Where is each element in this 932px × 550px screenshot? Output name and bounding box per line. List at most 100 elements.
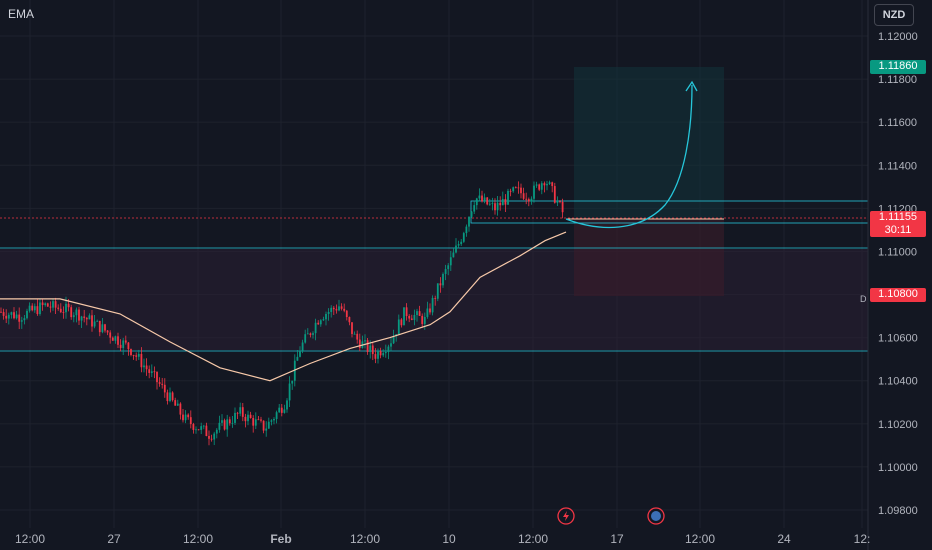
candle-body	[431, 298, 434, 313]
candle-body	[244, 416, 247, 422]
x-tick-label: 12:00	[350, 532, 380, 546]
candle-body	[124, 340, 127, 343]
candle-body	[26, 310, 28, 319]
candle-body	[426, 308, 429, 317]
candle-body	[91, 315, 93, 327]
y-tick-label: 1.10000	[878, 462, 918, 474]
candle-body	[343, 308, 346, 311]
candle-body	[101, 324, 104, 333]
candle-body	[7, 314, 10, 319]
candle-body	[306, 333, 309, 335]
currency-button[interactable]: NZD	[874, 4, 914, 26]
y-tick-label: 1.10600	[878, 333, 918, 345]
candle-body	[28, 305, 31, 311]
candle-body	[46, 303, 49, 307]
candle-body	[106, 330, 109, 333]
candle-body	[340, 306, 343, 309]
arrow-head-icon	[685, 80, 698, 92]
candle-body	[322, 319, 325, 321]
candle-body	[439, 283, 442, 286]
candle-body	[218, 422, 221, 430]
candle-body	[314, 322, 317, 334]
candle-body	[23, 318, 26, 321]
current-price-value: 1.11155	[878, 211, 918, 223]
candle-body	[390, 343, 392, 347]
candle-body	[403, 307, 405, 326]
candle-body	[171, 392, 174, 401]
x-tick-label: 12:00	[518, 532, 548, 546]
time-axis[interactable]: 12:00 27 12:00 Feb 12:00 10 12:00 17 12:00 24 12:	[15, 532, 870, 546]
candle-body	[62, 312, 65, 313]
candle-body	[280, 407, 283, 413]
x-tick-label: 12:00	[183, 532, 213, 546]
candle-body	[257, 419, 260, 421]
x-tick-label: 10	[442, 532, 456, 546]
candle-body	[304, 334, 307, 343]
candle-body	[397, 319, 400, 335]
candle-body	[348, 317, 351, 323]
candle-body	[223, 420, 226, 430]
x-tick-label: 17	[610, 532, 624, 546]
x-tick-label: 12:	[854, 532, 871, 546]
candle-body	[119, 344, 122, 349]
candle-body	[135, 355, 138, 357]
candle-body	[309, 333, 312, 335]
candle-body	[353, 333, 356, 335]
candle-body	[166, 392, 169, 402]
candle-body	[540, 183, 543, 190]
candle-body	[319, 320, 322, 325]
candle-body	[18, 314, 21, 322]
candle-body	[215, 429, 218, 434]
candle-body	[72, 315, 75, 318]
candle-body	[447, 265, 450, 270]
candle-body	[221, 420, 223, 423]
projection-arrow	[565, 84, 693, 229]
candle-body	[137, 353, 140, 357]
candle-body	[481, 195, 483, 202]
candle-body	[527, 199, 530, 202]
candle-body	[369, 345, 372, 353]
x-tick-label: Feb	[270, 532, 291, 546]
candle-body	[78, 309, 80, 321]
candle-body	[15, 314, 18, 319]
candle-body	[429, 308, 431, 313]
stop-zone[interactable]	[574, 218, 724, 296]
candle-body	[67, 303, 70, 308]
candle-body	[499, 202, 502, 206]
candle-body	[452, 252, 455, 258]
candle-body	[195, 429, 197, 431]
candle-body	[501, 198, 504, 206]
candle-body	[83, 316, 86, 318]
current-price-tag: 1.11155 30:11	[870, 211, 926, 237]
candle-body	[226, 419, 229, 430]
candle-body	[33, 306, 36, 311]
candle-body	[161, 383, 164, 385]
candle-body	[416, 311, 418, 316]
candle-body	[512, 187, 515, 192]
candle-body	[491, 203, 494, 205]
candle-body	[0, 311, 2, 313]
target-zone[interactable]	[574, 67, 724, 218]
candle-body	[535, 184, 538, 186]
candle-body	[374, 354, 377, 359]
candle-body	[483, 197, 486, 202]
indicator-label[interactable]: EMA	[8, 7, 35, 21]
x-tick-label: 27	[107, 532, 121, 546]
price-axis[interactable]: 1.120001.118001.116001.114001.112001.110…	[878, 31, 918, 517]
x-tick-label: 12:00	[685, 532, 715, 546]
candle-body	[494, 203, 496, 211]
candle-body	[384, 351, 387, 354]
candle-body	[377, 351, 379, 359]
candle-body	[442, 273, 444, 286]
candle-body	[158, 382, 161, 384]
candle-body	[210, 438, 213, 440]
candle-body	[548, 182, 551, 184]
candle-body	[88, 315, 91, 320]
candle-body	[96, 320, 99, 322]
candle-body	[475, 198, 478, 206]
candle-body	[5, 315, 8, 319]
candle-body	[291, 380, 294, 384]
candle-body	[104, 324, 106, 331]
candle-body	[546, 183, 548, 186]
